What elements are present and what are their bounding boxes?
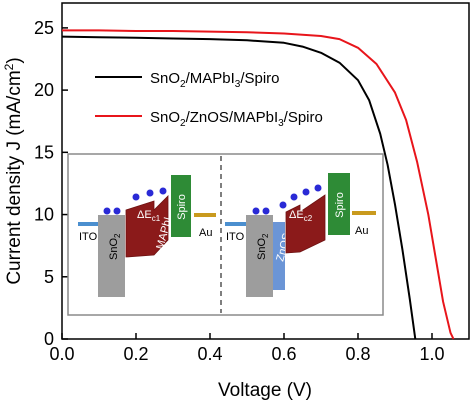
ito-bar-right — [225, 222, 247, 226]
ito-label-left: ITO — [79, 231, 98, 243]
y-tick-label: 10 — [34, 205, 54, 225]
series-line-1 — [61, 35, 417, 340]
ito-bar-left — [78, 222, 100, 226]
plot-frame — [61, 2, 470, 340]
x-tick-label: 1.0 — [419, 344, 444, 364]
y-tick-label: 20 — [34, 80, 54, 100]
y-tick-label: 0 — [44, 329, 54, 349]
legend-label-2: SnO2/ZnOS/MAPbI3/Spiro — [150, 109, 323, 129]
x-tick-label: 0.4 — [197, 344, 222, 364]
electron — [113, 207, 121, 215]
au-bar-right — [352, 211, 376, 215]
x-axis-label: Voltage (V) — [218, 380, 312, 401]
series-lines — [61, 29, 455, 340]
electron — [302, 188, 310, 196]
y-tick-label: 25 — [34, 18, 54, 38]
electron — [262, 207, 270, 215]
x-tick-label: 0.8 — [345, 344, 370, 364]
electron — [159, 187, 167, 195]
sno2-block-left — [98, 215, 125, 297]
electron — [103, 207, 111, 215]
au-bar-left — [194, 213, 216, 217]
electrons-left — [103, 187, 167, 215]
electron — [252, 207, 260, 215]
x-tick-label: 0.6 — [271, 344, 296, 364]
electrons-right — [252, 184, 322, 215]
series-line-2 — [62, 29, 455, 340]
znos-block-right — [273, 222, 285, 290]
perovskite-band-right — [285, 194, 326, 254]
au-label-left: Au — [199, 227, 212, 239]
band-diagram-inset: ITO SnO2 MAPbI3 ΔEc1 Spiro Au ITO SnO2 — [67, 153, 384, 316]
sno2-label-left: SnO2 — [108, 233, 122, 260]
spiro-block-left — [171, 175, 191, 237]
sno2-label-right: SnO2 — [256, 233, 270, 260]
perovskite-band-left — [125, 195, 169, 258]
au-label-right: Au — [355, 225, 368, 237]
electron — [132, 193, 140, 201]
electron — [290, 193, 298, 201]
legend: SnO2/MAPbI3/Spiro SnO2/ZnOS/MAPbI3/Spiro — [95, 70, 323, 129]
x-tick-label: 0.0 — [49, 344, 74, 364]
axis-ticks: 0.0 0.2 0.4 0.6 0.8 1.0 0 5 10 15 20 25 — [34, 18, 445, 364]
spiro-block-right — [328, 173, 350, 235]
electron — [314, 184, 322, 192]
x-tick-label: 0.2 — [123, 344, 148, 364]
electron — [146, 189, 154, 197]
legend-label-1: SnO2/MAPbI3/Spiro — [150, 70, 280, 90]
spiro-label-left: Spiro — [176, 194, 188, 220]
spiro-label-right: Spiro — [334, 192, 346, 218]
electron — [279, 201, 287, 209]
y-tick-label: 15 — [34, 142, 54, 162]
sno2-block-right — [246, 215, 273, 297]
y-tick-label: 5 — [44, 267, 54, 287]
y-axis-label: Current density J (mA/cm2) — [2, 57, 25, 284]
ito-label-right: ITO — [226, 231, 245, 243]
